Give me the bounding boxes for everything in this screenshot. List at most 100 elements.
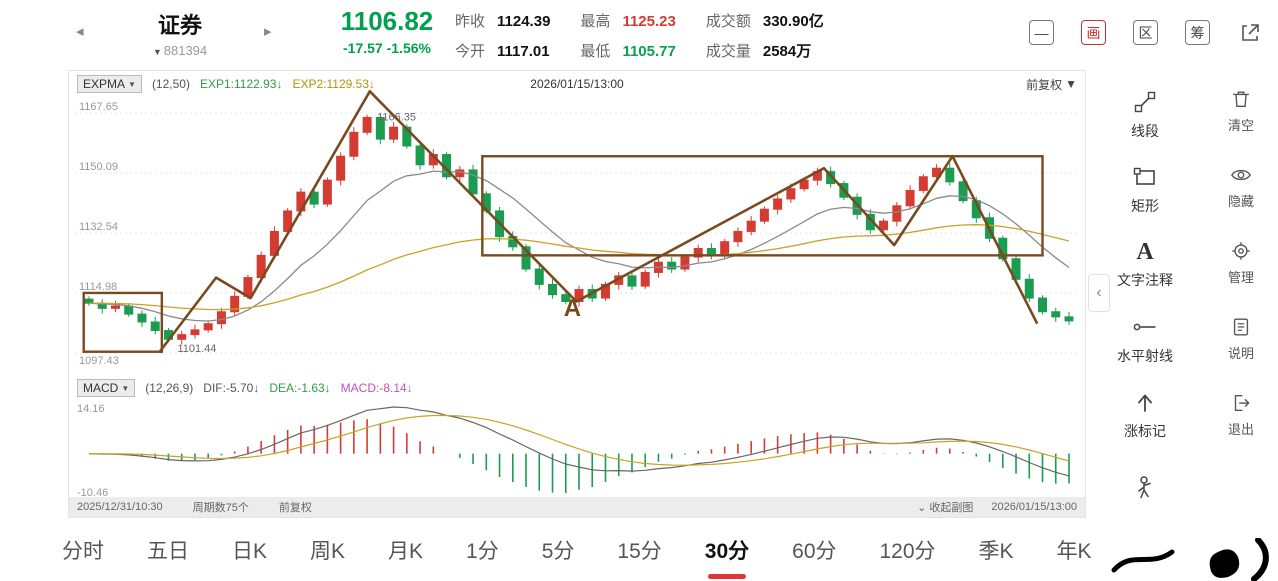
tool-text-annotation[interactable]: A 文字注释	[1095, 236, 1195, 293]
person-marker-icon	[1132, 474, 1158, 500]
macd-params: (12,26,9)	[145, 381, 193, 395]
tool-rectangle[interactable]: 矩形	[1095, 161, 1195, 218]
tool-line-segment[interactable]: 线段	[1095, 86, 1195, 143]
open-value: 1117.01	[497, 43, 550, 60]
trash-icon	[1230, 88, 1252, 110]
hide-button[interactable]: 隐藏	[1228, 164, 1254, 210]
svg-text:14.16: 14.16	[77, 403, 105, 415]
tab-120min[interactable]: 120分	[880, 535, 936, 565]
volume-label: 成交量	[706, 40, 751, 61]
chevron-down-icon: ▼	[1065, 77, 1077, 91]
expma-params: (12,50)	[152, 77, 190, 91]
tool-person-marker[interactable]	[1095, 461, 1195, 518]
chart-status-bar: 2025/12/31/10:30 周期数75个 前复权 ⌄ 收起副图 2026/…	[69, 497, 1085, 517]
main-candlestick-chart[interactable]: 1167.651150.091132.541114.981097.431166.…	[69, 97, 1085, 377]
tool-label: 线段	[1131, 121, 1159, 141]
clear-all-button[interactable]: 清空	[1228, 88, 1254, 134]
quote-stats: 昨收1124.39 今开1117.01 最高1125.23 最低1105.77 …	[455, 10, 824, 61]
macd-selector[interactable]: MACD▼	[77, 379, 135, 397]
chevron-down-icon: ⌄	[917, 502, 926, 514]
tab-60min[interactable]: 60分	[792, 535, 836, 565]
svg-text:A: A	[564, 295, 581, 322]
current-price: 1106.82	[312, 8, 462, 35]
utility-label: 说明	[1228, 343, 1254, 362]
tab-realtime[interactable]: 分时	[62, 535, 104, 565]
price-block: 1106.82 -17.57 -1.56%	[312, 8, 462, 56]
prev-close-value: 1124.39	[497, 13, 550, 30]
macd-chart[interactable]: 14.16-10.46	[69, 399, 1085, 499]
dif-value: DIF:-5.70↓	[203, 381, 259, 395]
help-button[interactable]: 说明	[1228, 316, 1254, 362]
tab-5day[interactable]: 五日	[147, 535, 189, 565]
prev-close-label: 昨收	[455, 10, 485, 31]
region-button[interactable]: 区	[1133, 20, 1158, 45]
timeframe-tabbar: 分时 五日 日K 周K 月K 1分 5分 15分 30分 60分 120分 季K…	[0, 518, 1278, 581]
stock-app-window: ◂ 证券 ▼881394 ▸ 1106.82 -17.57 -1.56% 昨收1…	[0, 0, 1278, 581]
utility-label: 隐藏	[1228, 191, 1254, 210]
chart-panel: EXPMA▼ (12,50) EXP1:1122.93↓ EXP2:1129.5…	[68, 70, 1086, 518]
high-value: 1125.23	[622, 13, 675, 30]
collapse-subchart-button[interactable]: ⌄ 收起副图	[917, 499, 973, 515]
price-change: -17.57 -1.56%	[312, 40, 462, 56]
svg-text:1101.44: 1101.44	[177, 343, 216, 355]
tab-monthly[interactable]: 月K	[388, 535, 423, 565]
stock-code: ▼881394	[100, 43, 260, 58]
dea-value: DEA:-1.63↓	[269, 381, 330, 395]
tab-daily[interactable]: 日K	[232, 535, 267, 565]
stat-col-open-close: 昨收 1124.39 今开 1117.01	[455, 10, 550, 61]
sidebar-collapse-button[interactable]: ‹	[1088, 274, 1110, 312]
header: ◂ 证券 ▼881394 ▸ 1106.82 -17.57 -1.56% 昨收1…	[0, 0, 1278, 70]
svg-text:1097.43: 1097.43	[79, 355, 119, 367]
adjust-mode-selector[interactable]: 前复权▼	[1026, 76, 1077, 93]
tab-30min[interactable]: 30分	[705, 535, 749, 565]
tab-15min[interactable]: 15分	[617, 535, 661, 565]
volume-value: 2584万	[763, 40, 811, 61]
stat-col-high-low: 最高1125.23 最低1105.77	[580, 10, 675, 61]
next-stock-arrow-icon[interactable]: ▸	[264, 22, 272, 40]
draw-button[interactable]: 画	[1081, 20, 1106, 45]
tool-label: 涨标记	[1124, 421, 1166, 441]
title-block[interactable]: 证券 ▼881394	[100, 8, 260, 58]
share-icon	[1238, 21, 1262, 45]
prev-stock-arrow-icon[interactable]: ◂	[76, 22, 84, 40]
horizontal-ray-icon	[1132, 314, 1158, 340]
line-segment-icon	[1132, 89, 1158, 115]
macd-value: MACD:-8.14↓	[341, 381, 413, 395]
tab-weekly[interactable]: 周K	[310, 535, 345, 565]
low-label: 最低	[580, 40, 610, 61]
tab-quarterly[interactable]: 季K	[979, 535, 1014, 565]
eye-icon	[1230, 164, 1252, 186]
tab-1min[interactable]: 1分	[466, 535, 499, 565]
low-value: 1105.77	[622, 43, 675, 60]
turnover-value: 330.90亿	[763, 10, 824, 31]
up-marker-icon	[1132, 389, 1158, 415]
chips-button[interactable]: 筹	[1185, 20, 1210, 45]
rectangle-icon	[1132, 164, 1158, 190]
manage-button[interactable]: 管理	[1228, 240, 1254, 286]
tool-label: 文字注释	[1117, 270, 1173, 290]
minimize-button[interactable]: —	[1029, 20, 1054, 45]
svg-text:1114.98: 1114.98	[79, 281, 117, 293]
share-button[interactable]	[1237, 20, 1262, 45]
stat-col-volume: 成交额 330.90亿 成交量 2584万	[706, 10, 824, 61]
adjust-mode-label: 前复权	[279, 499, 312, 515]
manage-icon	[1230, 240, 1252, 262]
stock-title: 证券	[100, 8, 260, 40]
open-label: 今开	[455, 40, 485, 61]
expma-indicator-row: EXPMA▼ (12,50) EXP1:1122.93↓ EXP2:1129.5…	[69, 71, 1085, 97]
svg-text:1132.54: 1132.54	[79, 221, 118, 233]
tool-rise-marker[interactable]: 涨标记	[1095, 386, 1195, 443]
tab-5min[interactable]: 5分	[542, 535, 575, 565]
tab-yearly[interactable]: 年K	[1057, 535, 1092, 565]
header-icons: — 画 区 筹	[1029, 20, 1262, 45]
turnover-label: 成交额	[706, 10, 751, 31]
tool-horizontal-ray[interactable]: 水平射线	[1095, 311, 1195, 368]
expma-selector[interactable]: EXPMA▼	[77, 75, 142, 93]
period-count: 周期数75个	[193, 499, 249, 515]
svg-text:1167.65: 1167.65	[79, 101, 118, 113]
tool-label: 水平射线	[1117, 346, 1173, 366]
tool-label: 矩形	[1131, 196, 1159, 216]
dropdown-icon: ▼	[153, 47, 162, 57]
exit-button[interactable]: 退出	[1228, 392, 1254, 438]
svg-text:1150.09: 1150.09	[79, 161, 118, 173]
